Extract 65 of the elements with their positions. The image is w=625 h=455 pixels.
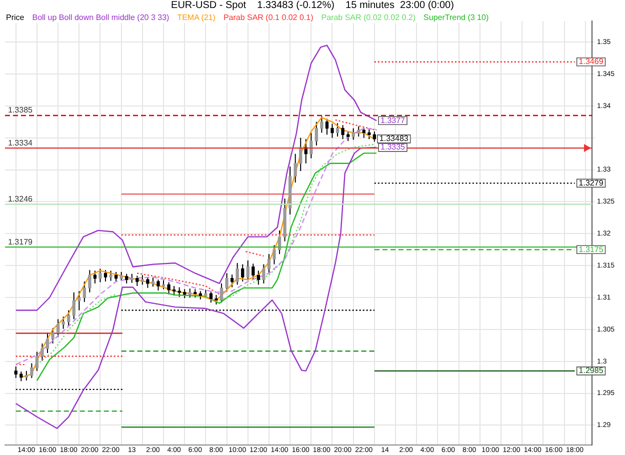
- data-label: 1.3279: [578, 178, 604, 188]
- text: Boll up Boll down Boll middle (20 3 33): [32, 13, 170, 22]
- candlestick: [230, 274, 234, 288]
- candlestick: [51, 328, 54, 344]
- candlestick: [246, 260, 250, 281]
- candlestick: [346, 130, 350, 142]
- candlestick: [140, 274, 144, 286]
- text: Parab SAR (0.02 0.02 0.2): [321, 13, 416, 22]
- data-label: 1.2985: [578, 366, 604, 376]
- candlestick: [56, 318, 60, 338]
- data-label: 1.3469: [578, 57, 604, 66]
- candlestick: [156, 279, 160, 291]
- text: 1.33483: [379, 134, 408, 144]
- candlestick: [272, 244, 276, 265]
- candlestick: [372, 130, 376, 142]
- candlestick: [98, 268, 102, 283]
- candlestick: [325, 118, 329, 136]
- candlestick: [214, 294, 218, 306]
- candlestick: [236, 262, 239, 286]
- ref-line-label: 1.3246: [8, 194, 34, 204]
- candlestick: [82, 281, 86, 302]
- ref-line-label: 1.3179: [8, 237, 34, 246]
- candlestick: [167, 282, 170, 295]
- candlestick: [46, 332, 50, 354]
- candlestick: [225, 272, 228, 292]
- candlestick: [136, 275, 139, 286]
- candlestick: [72, 292, 76, 320]
- candlestick: [24, 370, 28, 382]
- candlestick: [267, 254, 271, 274]
- candlestick: [330, 123, 334, 138]
- candlestick: [336, 122, 340, 138]
- candlestick: [62, 316, 65, 330]
- candlestick: [14, 366, 18, 378]
- candlestick: [104, 270, 108, 282]
- data-label: 1.3175: [578, 244, 604, 254]
- candlestick: [78, 290, 81, 311]
- candlestick: [294, 153, 297, 184]
- text: Price: [6, 13, 24, 22]
- ref-line-label: 1.3385: [8, 106, 34, 115]
- chart-title: EUR-USD - Spot 1.33483 (-0.12%) 15 minutes 23:00 (0:00): [170, 0, 455, 12]
- candlestick: [262, 264, 266, 284]
- candlestick: [252, 263, 255, 280]
- candlestick: [220, 282, 224, 304]
- candlestick: [314, 121, 318, 146]
- text: SuperTrend (3 10): [424, 13, 489, 22]
- candlestick: [352, 128, 355, 140]
- candlestick: [67, 310, 70, 327]
- data-label: 1.3377: [380, 116, 406, 125]
- candlestick: [209, 291, 213, 304]
- candlestick: [341, 124, 344, 140]
- candlestick: [146, 276, 150, 288]
- candlestick: [125, 273, 128, 284]
- ref-line-label: 1.3334: [8, 138, 34, 148]
- candlestick: [320, 116, 324, 134]
- candlestick: [40, 342, 44, 362]
- candlestick: [88, 270, 92, 293]
- data-label: 1.3335: [380, 142, 406, 152]
- text: Parab SAR (0.1 0.02 0.1): [223, 13, 314, 22]
- candlestick: [30, 362, 34, 378]
- candlestick: [109, 270, 112, 282]
- candlestick: [35, 351, 39, 372]
- candlestick: [368, 129, 371, 140]
- candlestick: [256, 270, 260, 286]
- candlestick: [241, 264, 244, 282]
- text: TEMA (21): [177, 13, 216, 22]
